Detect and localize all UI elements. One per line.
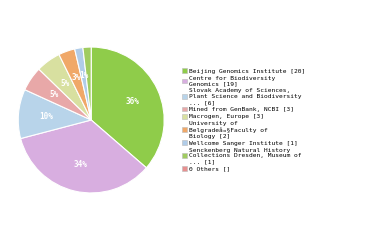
Wedge shape: [39, 54, 91, 120]
Wedge shape: [83, 47, 91, 120]
Legend: Beijing Genomics Institute [20], Centre for Biodiversity
Genomics [19], Slovak A: Beijing Genomics Institute [20], Centre …: [182, 68, 306, 172]
Wedge shape: [25, 69, 91, 120]
Wedge shape: [91, 47, 164, 168]
Text: 34%: 34%: [74, 160, 88, 168]
Text: 5%: 5%: [60, 79, 69, 88]
Wedge shape: [75, 48, 91, 120]
Wedge shape: [59, 49, 91, 120]
Text: 1%: 1%: [79, 71, 88, 80]
Text: 3%: 3%: [71, 73, 81, 82]
Wedge shape: [18, 90, 91, 138]
Wedge shape: [21, 120, 146, 193]
Text: 36%: 36%: [125, 97, 139, 106]
Text: 5%: 5%: [49, 90, 59, 99]
Text: 10%: 10%: [39, 112, 53, 121]
